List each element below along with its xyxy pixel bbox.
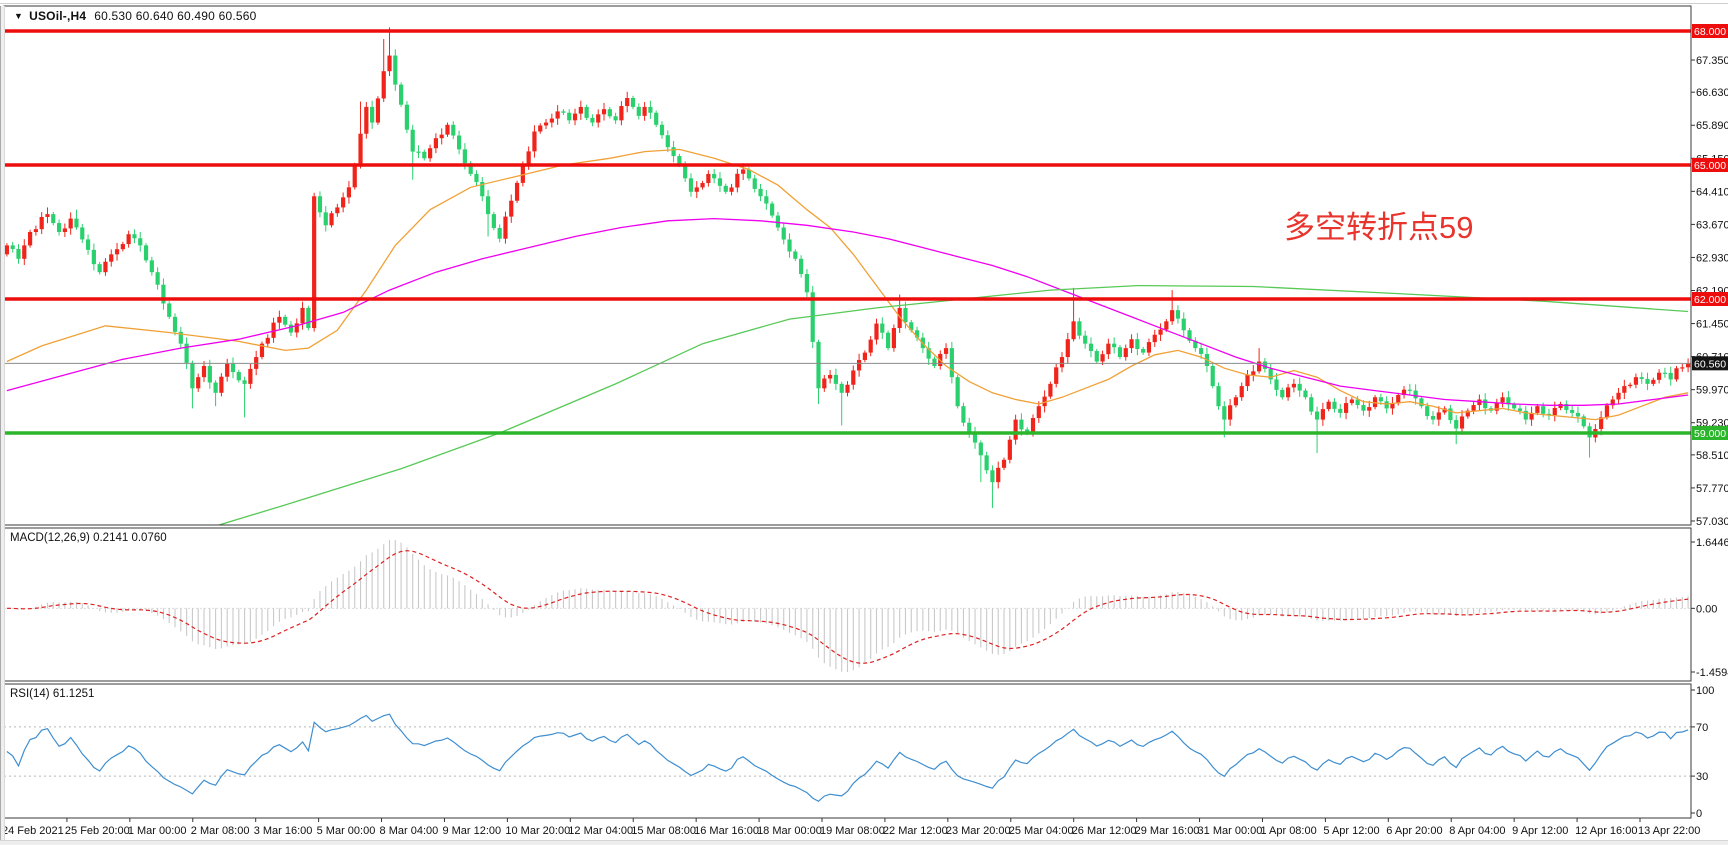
- price-tick-label: 59.970: [1696, 385, 1728, 397]
- time-tick-label: 8 Mar 04:00: [380, 825, 439, 837]
- price-tick-label: 63.670: [1696, 219, 1728, 231]
- chart-header: ▼ USOil-,H4 60.530 60.640 60.490 60.560: [14, 9, 256, 23]
- price-tick-label: 64.410: [1696, 186, 1728, 198]
- time-tick-label: 5 Apr 12:00: [1323, 825, 1379, 837]
- price-tick-label: 66.630: [1696, 87, 1728, 99]
- time-tick-label: 16 Mar 16:00: [694, 825, 759, 837]
- window-top-divider: [0, 3, 1728, 4]
- macd-axis-label: 0.00: [1696, 603, 1717, 615]
- macd-signal-line: [6, 550, 1689, 664]
- time-tick-label: 23 Mar 20:00: [946, 825, 1011, 837]
- time-tick-label: 15 Mar 08:00: [631, 825, 696, 837]
- rsi-indicator-label: RSI(14) 61.1251: [10, 688, 95, 700]
- rsi-axis-label: 100: [1696, 685, 1714, 697]
- time-tick-label: 8 Apr 04:00: [1449, 825, 1505, 837]
- time-tick-label: 5 Mar 00:00: [317, 825, 376, 837]
- price-tick-label: 58.510: [1696, 450, 1728, 462]
- time-tick-label: 25 Mar 04:00: [1009, 825, 1074, 837]
- time-tick-label: 10 Mar 20:00: [505, 825, 570, 837]
- rsi-axis-label: 0: [1696, 808, 1702, 820]
- price-tick-label: 65.890: [1696, 120, 1728, 132]
- time-tick-label: 12 Mar 04:00: [568, 825, 633, 837]
- price-level-badge: [1692, 356, 1728, 371]
- rsi-line: [6, 713, 1689, 803]
- time-tick-label: 24 Feb 2021: [2, 825, 64, 837]
- price-badge-label: 68.000: [1694, 26, 1726, 38]
- rsi-axis-label: 30: [1696, 771, 1708, 783]
- rsi-axis-label: 70: [1696, 722, 1708, 734]
- panel-frame: [3, 5, 1692, 526]
- ma-medium-magenta: [6, 217, 1689, 406]
- time-tick-label: 9 Mar 12:00: [442, 825, 501, 837]
- window-bottom-edge: [0, 840, 1728, 845]
- time-tick-label: 1 Apr 08:00: [1260, 825, 1316, 837]
- price-tick-label: 61.450: [1696, 319, 1728, 331]
- time-tick-label: 2 Mar 08:00: [191, 825, 250, 837]
- candles-layer: [4, 27, 1691, 509]
- ma-fast-orange: [6, 148, 1689, 421]
- macd-axis-label: 1.6446: [1696, 537, 1728, 549]
- time-tick-label: 26 Mar 12:00: [1072, 825, 1137, 837]
- price-level-badge: [1692, 291, 1728, 306]
- left-window-edge: [0, 6, 5, 840]
- ohlc-values: 60.530 60.640 60.490 60.560: [94, 9, 257, 23]
- price-level-badge: [1692, 24, 1728, 38]
- price-level-badge: [1692, 157, 1728, 172]
- time-tick-label: 25 Feb 20:00: [65, 825, 130, 837]
- time-tick-label: 29 Mar 16:00: [1135, 825, 1200, 837]
- price-tick-label: 62.930: [1696, 252, 1728, 264]
- price-tick-label: 67.350: [1696, 55, 1728, 67]
- price-badge-label: 65.000: [1694, 160, 1726, 172]
- price-tick-label: 57.030: [1696, 516, 1728, 528]
- chart-annotation-text[interactable]: 多空转折点59: [1284, 210, 1474, 245]
- price-level-badge: [1692, 425, 1728, 440]
- price-badge-label: 60.560: [1694, 358, 1726, 370]
- macd-indicator-label: MACD(12,26,9) 0.2141 0.0760: [10, 532, 167, 544]
- panel-frame: [3, 683, 1692, 819]
- time-tick-label: 9 Apr 12:00: [1512, 825, 1568, 837]
- macd-axis-label: -1.4594: [1696, 667, 1728, 679]
- time-tick-label: 6 Apr 20:00: [1386, 825, 1442, 837]
- time-tick-label: 12 Apr 16:00: [1575, 825, 1637, 837]
- time-tick-label: 19 Mar 08:00: [820, 825, 885, 837]
- symbol-dropdown-icon[interactable]: ▼: [14, 11, 24, 21]
- time-tick-label: 31 Mar 00:00: [1198, 825, 1263, 837]
- time-tick-label: 13 Apr 22:00: [1638, 825, 1700, 837]
- price-badge-label: 59.000: [1694, 428, 1726, 440]
- time-tick-label: 3 Mar 16:00: [254, 825, 313, 837]
- price-badge-label: 62.000: [1694, 294, 1726, 306]
- time-tick-label: 22 Mar 12:00: [883, 825, 948, 837]
- price-tick-label: 57.770: [1696, 483, 1728, 495]
- time-tick-label: 1 Mar 00:00: [128, 825, 187, 837]
- symbol-period-label: USOil-,H4: [29, 9, 87, 23]
- macd-histogram-layer: [12, 540, 1689, 672]
- ma-slow-green: [216, 284, 1689, 525]
- time-tick-label: 18 Mar 00:00: [757, 825, 822, 837]
